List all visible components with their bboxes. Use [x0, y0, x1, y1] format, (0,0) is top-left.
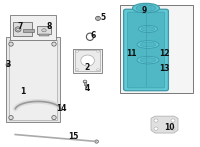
Text: 7: 7	[17, 22, 23, 31]
Ellipse shape	[81, 55, 94, 66]
Ellipse shape	[42, 29, 46, 32]
Ellipse shape	[171, 127, 175, 130]
Text: 10: 10	[164, 123, 174, 132]
Ellipse shape	[9, 116, 13, 120]
Bar	[39, 34, 49, 36]
Ellipse shape	[95, 140, 98, 143]
Ellipse shape	[6, 63, 10, 66]
Ellipse shape	[76, 50, 78, 52]
Text: 14: 14	[56, 104, 66, 113]
Text: 9: 9	[141, 6, 147, 15]
Ellipse shape	[76, 69, 78, 71]
Text: 11: 11	[126, 49, 136, 58]
Ellipse shape	[154, 127, 158, 130]
Bar	[6, 37, 60, 122]
Text: 5: 5	[100, 13, 106, 22]
Text: 12: 12	[159, 49, 169, 58]
Ellipse shape	[140, 42, 156, 47]
Ellipse shape	[132, 3, 160, 13]
Ellipse shape	[97, 69, 99, 71]
Ellipse shape	[140, 58, 156, 62]
Ellipse shape	[138, 25, 158, 32]
Bar	[23, 29, 34, 32]
Ellipse shape	[137, 56, 159, 64]
Text: 13: 13	[159, 64, 169, 73]
Bar	[37, 26, 51, 34]
Ellipse shape	[97, 50, 99, 52]
Ellipse shape	[52, 42, 56, 46]
Ellipse shape	[15, 27, 21, 32]
Text: 1: 1	[20, 87, 26, 96]
Bar	[120, 5, 193, 93]
Ellipse shape	[17, 28, 19, 31]
Polygon shape	[151, 116, 178, 133]
Ellipse shape	[141, 27, 155, 31]
Ellipse shape	[171, 119, 175, 122]
Bar	[9, 40, 57, 120]
Bar	[75, 50, 100, 71]
Text: 3: 3	[5, 60, 11, 69]
Ellipse shape	[137, 41, 159, 48]
Ellipse shape	[136, 5, 156, 11]
Bar	[13, 22, 32, 36]
Text: 2: 2	[84, 63, 90, 72]
Bar	[84, 82, 86, 85]
Bar	[10, 15, 56, 40]
Text: 6: 6	[90, 31, 96, 40]
Ellipse shape	[154, 119, 158, 122]
Text: 4: 4	[84, 84, 90, 93]
FancyBboxPatch shape	[127, 12, 165, 88]
Ellipse shape	[96, 16, 100, 20]
Ellipse shape	[83, 80, 87, 83]
Bar	[73, 49, 102, 73]
Text: 8: 8	[46, 22, 52, 31]
Ellipse shape	[97, 17, 99, 19]
Ellipse shape	[52, 116, 56, 120]
Ellipse shape	[9, 42, 13, 46]
FancyBboxPatch shape	[124, 9, 168, 91]
Text: 15: 15	[68, 132, 78, 141]
